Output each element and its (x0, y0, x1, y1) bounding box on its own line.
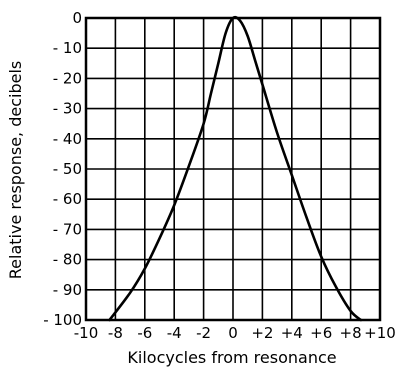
response-curve (108, 15, 363, 322)
x-axis-ticks: -10 -8 -6 -4 -2 0 +2 +4 +6 +8 +10 (74, 324, 396, 342)
grid (85, 17, 381, 321)
x-axis-title: Kilocycles from resonance (127, 348, 336, 367)
x-tick-label: -4 (167, 324, 182, 342)
x-tick-label: +6 (310, 324, 332, 342)
x-tick-label: +8 (340, 324, 362, 342)
x-tick-label: 0 (228, 324, 238, 342)
y-tick-label: - 50 (53, 160, 82, 178)
y-tick-label: - 60 (53, 190, 82, 208)
x-tick-label: +2 (251, 324, 273, 342)
y-tick-label: - 40 (53, 130, 82, 148)
x-tick-label: -10 (74, 324, 99, 342)
x-tick-label: -2 (196, 324, 211, 342)
y-tick-label: - 70 (53, 220, 82, 238)
y-tick-label: - 30 (53, 100, 82, 118)
y-tick-label: - 20 (53, 69, 82, 87)
x-tick-label: -6 (137, 324, 152, 342)
y-tick-label: - 10 (53, 39, 82, 57)
x-tick-label: +10 (364, 324, 396, 342)
y-axis-ticks: 0 - 10 - 20 - 30 - 40 - 50 - 60 - 70 - 80 - 90 - 1… (43, 9, 82, 329)
y-tick-label: - 80 (53, 251, 82, 269)
x-tick-label: -8 (108, 324, 123, 342)
y-tick-label: 0 (72, 9, 82, 27)
y-tick-label: - 90 (53, 281, 82, 299)
y-axis-title: Relative response, decibels (6, 61, 25, 279)
x-tick-label: +4 (281, 324, 303, 342)
y-tick-label: - 100 (43, 311, 82, 329)
